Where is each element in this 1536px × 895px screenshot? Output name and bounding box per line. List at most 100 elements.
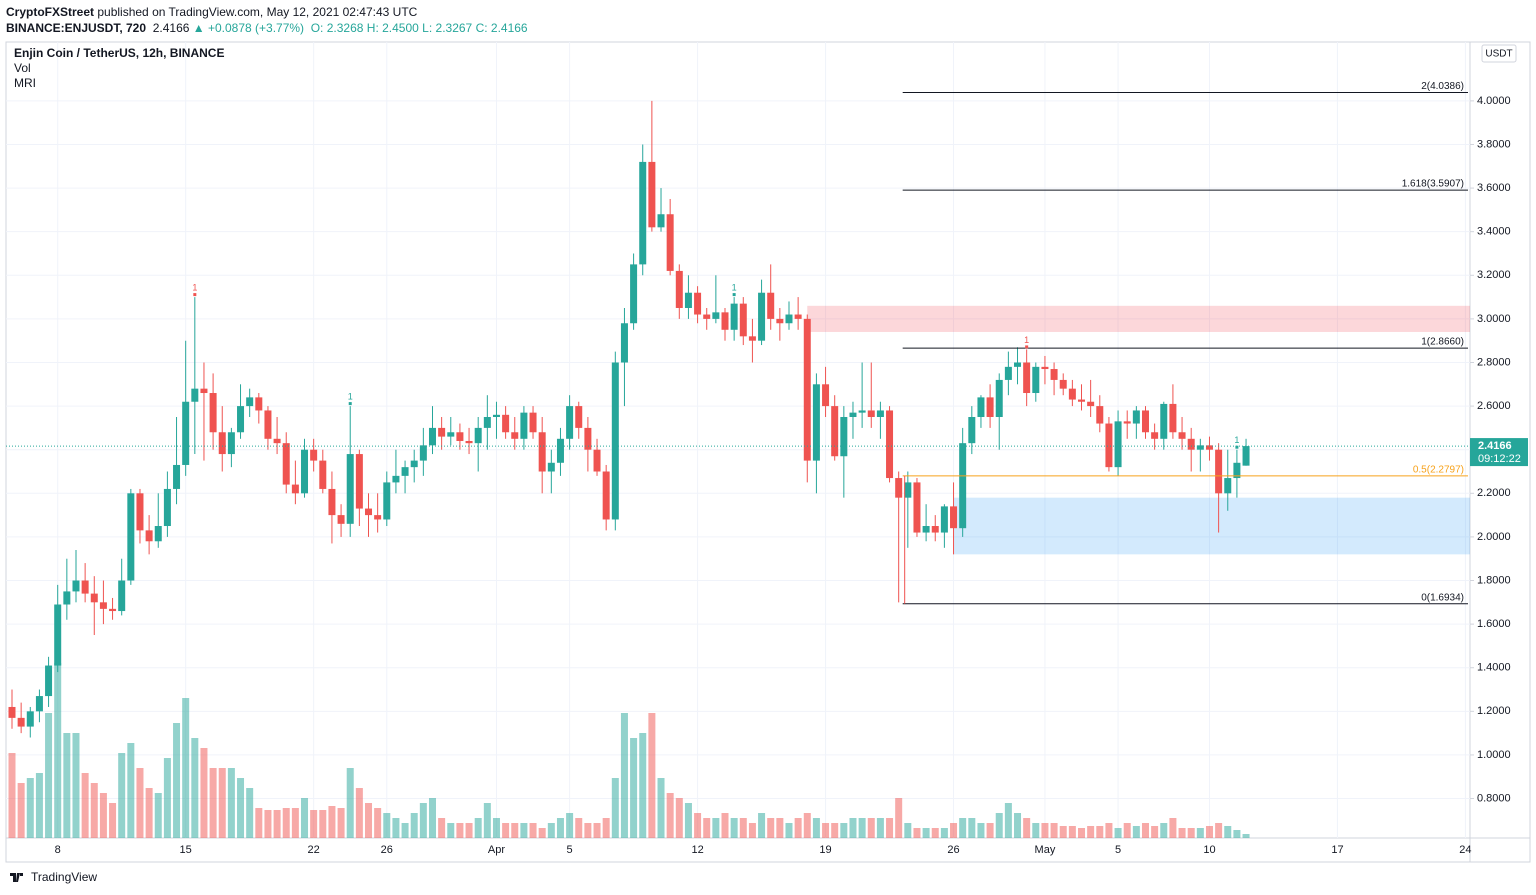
candle-body [538, 432, 546, 472]
candle-body [767, 292, 775, 319]
countdown: 09:12:22 [1478, 453, 1521, 465]
candle-body [1050, 369, 1058, 380]
volume-bar [767, 818, 775, 838]
volume-bar [191, 738, 199, 838]
candle-body [575, 406, 583, 428]
candle-body [81, 580, 89, 594]
candle-body [593, 449, 601, 472]
chart-frame [5, 41, 1531, 863]
candle-body [401, 467, 409, 476]
volume-bar [1014, 813, 1022, 838]
volume-bar [301, 798, 309, 838]
high: H: 2.4500 [366, 21, 419, 35]
indicator: Vol [14, 61, 31, 75]
x-tick-label: 5 [1115, 844, 1121, 856]
candle-body [1105, 423, 1113, 468]
unit-badge[interactable] [1481, 44, 1517, 63]
volume-bar [511, 823, 519, 838]
candle-body [1132, 410, 1140, 424]
volume-bar [977, 823, 985, 838]
x-tick-label: 17 [1331, 844, 1343, 856]
x-tick-label: 5 [567, 844, 573, 856]
fib-label: 0.5(2.2797) [1413, 465, 1464, 476]
volume-bar [1196, 828, 1204, 838]
candle-body [474, 427, 482, 444]
y-tick-label: 1.2000 [1477, 705, 1511, 717]
candle-body [282, 443, 290, 485]
volume-bar [758, 813, 766, 838]
last-price: 2.4166 [1478, 440, 1512, 452]
volume-bar [118, 753, 126, 838]
volume-bar [319, 810, 327, 838]
candle-body [1215, 449, 1223, 494]
candle-body [931, 526, 939, 533]
candle-body [346, 454, 354, 524]
x-tick-label: 12 [691, 844, 703, 856]
volume-bar [502, 823, 510, 838]
candle-body [182, 401, 190, 465]
volume-bar [383, 813, 391, 838]
volume-bar [26, 778, 34, 838]
candle-body [63, 591, 71, 605]
candle-body [721, 312, 729, 330]
volume-bar [1151, 826, 1159, 838]
candle-body [556, 438, 564, 463]
candle-body [8, 706, 16, 718]
publish-line: CryptoFXStreet published on TradingView.… [6, 4, 528, 20]
candle-body [876, 410, 884, 417]
volume-bar [1242, 834, 1250, 838]
candle-body [72, 580, 80, 592]
volume-bar [1215, 823, 1223, 838]
candle-body [602, 471, 610, 520]
fib-label: 1.618(3.5907) [1402, 179, 1464, 190]
td-mark: 1 [732, 282, 737, 292]
volume-bar [145, 788, 153, 838]
volume-bar [575, 818, 583, 838]
volume-bar [803, 813, 811, 838]
volume-bar [109, 803, 117, 838]
y-tick-label: 1.0000 [1477, 749, 1511, 761]
candle-body [1078, 399, 1086, 402]
candle-body [840, 416, 848, 457]
candle-body [913, 482, 921, 533]
x-tick-label: 26 [947, 844, 959, 856]
volume-bar [1224, 826, 1232, 838]
candle-body [794, 314, 802, 319]
x-tick-label: 22 [308, 844, 320, 856]
zones [807, 305, 1470, 555]
volume-bar [904, 823, 912, 838]
candle-body [1141, 410, 1149, 433]
td-mark: 1 [348, 391, 353, 401]
candle-body [620, 323, 628, 363]
candle-body [227, 432, 235, 455]
td-tick [348, 402, 352, 406]
candle-body [483, 416, 491, 428]
candle-body [1014, 362, 1022, 367]
volume-bar [35, 773, 43, 838]
volume-bar [822, 823, 830, 838]
volume-bar [1123, 823, 1131, 838]
candle-body [502, 414, 510, 433]
candle-body [986, 397, 994, 417]
volume-bar [1096, 826, 1104, 838]
candle-body [1023, 362, 1031, 394]
y-tick-label: 3.8000 [1477, 138, 1511, 150]
candle-body [803, 318, 811, 461]
candle-body [611, 362, 619, 520]
volume-bar [931, 828, 939, 838]
close: C: 2.4166 [475, 21, 528, 35]
candle-body [812, 384, 820, 461]
y-tick-label: 3.0000 [1477, 313, 1511, 325]
volume-bar [492, 818, 500, 838]
volume-bar [227, 768, 235, 838]
candle-body [200, 388, 208, 394]
volume-bar [694, 813, 702, 838]
volume-bar [831, 823, 839, 838]
candle-body [1233, 462, 1241, 479]
candle-body [968, 416, 976, 444]
volume-bar [684, 803, 692, 838]
y-tick-label: 3.4000 [1477, 226, 1511, 238]
volume-bar [346, 768, 354, 838]
volume-bar [1087, 826, 1095, 838]
volume-bar [337, 808, 345, 838]
